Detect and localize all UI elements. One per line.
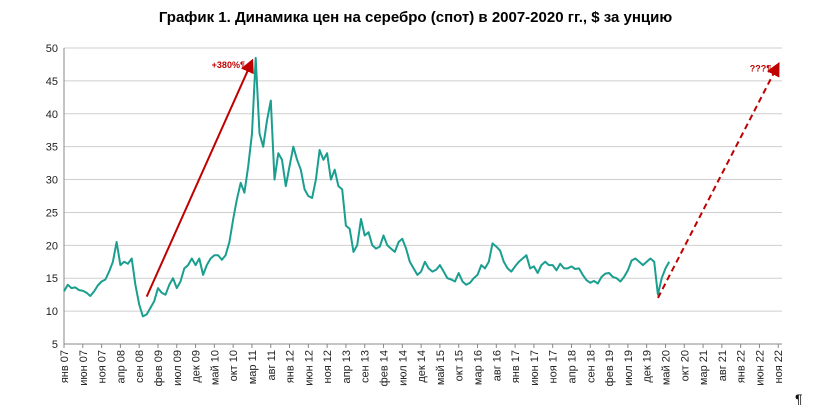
x-tick-label: дек 19	[642, 350, 654, 383]
x-tick-label: июн 12	[303, 350, 315, 386]
x-tick-label: янв 07	[59, 350, 71, 383]
y-tick-label: 25	[46, 207, 58, 219]
series-layer	[63, 56, 671, 318]
x-tick-label: июл 19	[623, 350, 635, 386]
x-tick-label: ноя 22	[773, 350, 785, 383]
annotation-label: ???¶	[750, 63, 772, 73]
axes	[63, 48, 782, 348]
x-tick-label: мар 21	[698, 350, 710, 385]
x-tick-label: июн 07	[78, 350, 90, 386]
x-tick-label: фев 09	[153, 350, 165, 386]
x-tick-label: авг 11	[266, 350, 278, 380]
x-tick-label: июл 14	[397, 350, 409, 386]
y-tick-label: 30	[46, 175, 58, 187]
corner-mark: ¶	[795, 391, 803, 405]
x-tick-label: сен 08	[134, 350, 146, 383]
x-tick-label: дек 09	[191, 350, 203, 383]
annotations: +380%¶ ???¶	[145, 58, 780, 299]
x-tick-label: апр 13	[341, 350, 353, 383]
chart-title: График 1. Динамика цен на серебро (спот)…	[158, 9, 673, 26]
y-tick-label: 15	[46, 273, 58, 285]
x-tick-label: авг 21	[717, 350, 729, 381]
x-tick-label: сен 13	[360, 350, 372, 383]
y-tick-label: 5	[52, 339, 58, 351]
x-tick-label: июл 09	[172, 350, 184, 386]
x-tick-label: янв 17	[510, 350, 522, 383]
y-tick-label: 20	[46, 240, 58, 252]
x-tick-label: дек 14	[416, 350, 428, 383]
x-tick-label: окт 15	[454, 350, 466, 381]
x-tick-label: янв 22	[736, 350, 748, 383]
series-line	[63, 56, 671, 318]
x-tick-label: янв 12	[285, 350, 297, 383]
y-tick-label: 35	[46, 142, 58, 154]
x-tick-label: апр 18	[566, 350, 578, 383]
annotation-label: +380%¶	[212, 60, 245, 70]
y-tick-label: 40	[46, 109, 58, 121]
y-tick-label: 50	[46, 43, 58, 55]
y-tick-labels: 5 10 15 20 25 30 35 40 45 50	[46, 43, 58, 351]
x-tick-label: июн 22	[754, 350, 766, 386]
x-tick-label: окт 20	[679, 350, 691, 381]
x-tick-label: фев 14	[379, 350, 391, 386]
forecast-arrow	[657, 61, 780, 299]
x-tick-label: май 15	[435, 350, 447, 385]
x-tick-label: мар 11	[247, 350, 259, 384]
x-tick-label: сен 18	[585, 350, 597, 383]
x-tick-label: авг 16	[491, 350, 503, 381]
x-tick-label: май 20	[660, 350, 672, 385]
x-tick-label: ноя 07	[97, 350, 109, 383]
y-tick-label: 10	[46, 306, 58, 318]
x-tick-label: апр 08	[115, 350, 127, 383]
x-tick-label: окт 10	[228, 350, 240, 381]
gridlines	[64, 47, 782, 312]
x-tick-label: ноя 17	[548, 350, 560, 383]
growth-arrow	[145, 58, 254, 298]
x-tick-label: мар 16	[473, 350, 485, 385]
y-tick-label: 45	[46, 76, 58, 88]
x-tick-label: май 10	[209, 350, 221, 385]
x-tick-labels: янв 07 июн 07 ноя 07 апр 08 сен 08 фев 09 июл …	[59, 350, 785, 386]
x-tick-label: июн 17	[529, 350, 541, 386]
x-tick-label: фев 19	[604, 350, 616, 386]
x-tick-label: ноя 12	[322, 350, 334, 383]
